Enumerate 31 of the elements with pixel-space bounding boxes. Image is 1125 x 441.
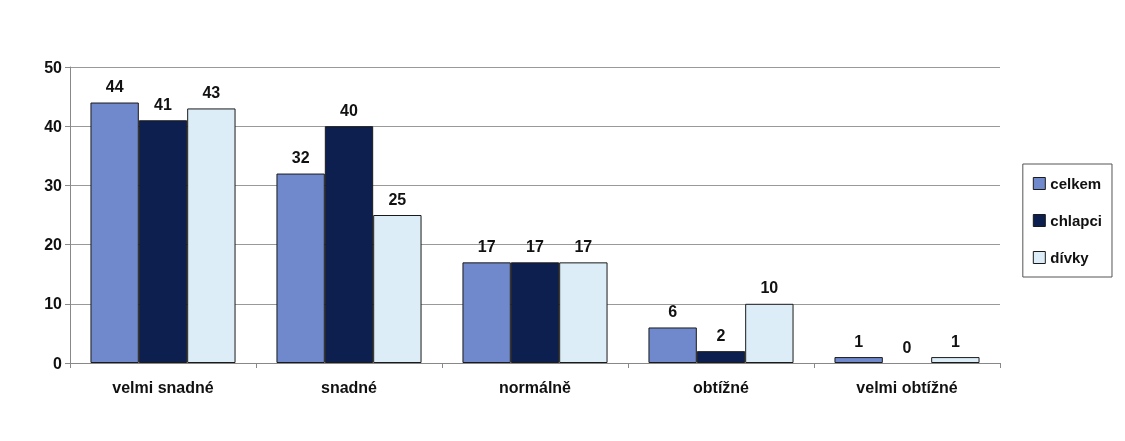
y-tick-label: 30 bbox=[44, 176, 63, 194]
data-label: 2 bbox=[716, 326, 726, 344]
data-label: 41 bbox=[154, 95, 172, 113]
data-label: 1 bbox=[950, 332, 960, 350]
data-label: 17 bbox=[477, 237, 496, 255]
x-tick-label: snadné bbox=[320, 378, 378, 396]
y-tick-label: 20 bbox=[44, 236, 63, 254]
data-label: 17 bbox=[574, 237, 593, 255]
data-label: 0 bbox=[902, 338, 912, 356]
x-tick-label: normálně bbox=[498, 378, 572, 396]
y-tick-label: 40 bbox=[44, 117, 63, 135]
data-label: 17 bbox=[526, 237, 544, 255]
legend-label: chlapci bbox=[1050, 212, 1102, 229]
legend-label: celkem bbox=[1050, 175, 1102, 192]
data-label: 10 bbox=[760, 279, 779, 297]
bar bbox=[834, 357, 883, 363]
data-label: 32 bbox=[291, 149, 310, 167]
data-label: 1 bbox=[854, 332, 864, 350]
y-tick-label: 10 bbox=[44, 295, 63, 313]
data-label: 43 bbox=[202, 83, 221, 101]
bar bbox=[931, 357, 980, 363]
y-tick-label: 50 bbox=[44, 58, 63, 76]
data-label: 44 bbox=[105, 78, 124, 96]
legend-label: dívky bbox=[1050, 249, 1090, 266]
data-label: 6 bbox=[668, 302, 678, 320]
data-label: 25 bbox=[388, 190, 407, 208]
x-tick-label: velmi obtížné bbox=[856, 378, 958, 396]
data-label: 40 bbox=[340, 101, 358, 119]
x-tick-label: obtížné bbox=[693, 378, 750, 396]
y-tick-label: 0 bbox=[53, 354, 63, 372]
x-tick-label: velmi snadné bbox=[112, 378, 214, 396]
